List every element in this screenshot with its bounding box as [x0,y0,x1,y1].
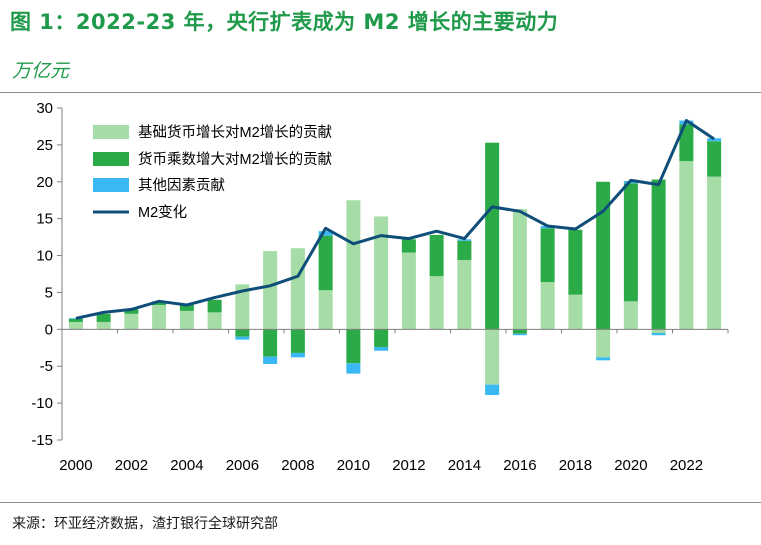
bar-base-money [179,310,194,330]
bar-base-money [207,312,222,330]
bar-base-money [623,301,638,330]
legend-label: 其他因素贡献 [138,177,225,194]
bar-base-money [485,329,500,385]
bar-multiplier [457,240,472,260]
bar-multiplier [429,234,444,277]
bar-multiplier [124,309,139,314]
bar-base-money [346,200,361,330]
y-tick-label: 30 [36,100,53,117]
x-tick-label: 2018 [559,457,592,474]
bar-other [235,336,250,340]
bar-base-money [235,284,250,330]
bar-base-money [568,294,583,330]
bar-other [596,357,611,361]
bar-multiplier [623,183,638,302]
x-tick-label: 2010 [337,457,370,474]
bar-base-money [401,252,416,330]
bar-base-money [290,248,305,330]
y-tick-label: 0 [45,321,53,338]
bar-multiplier [263,329,278,357]
bar-other [512,333,527,336]
y-tick-label: -5 [40,358,53,375]
legend-swatch [93,125,129,139]
y-tick-label: 15 [36,211,53,228]
bar-other [651,333,666,336]
x-tick-label: 2012 [392,457,425,474]
legend-swatch [93,178,129,192]
bar-multiplier [596,181,611,330]
source-note: 来源：环亚经济数据，渣打银行全球研究部 [12,516,278,532]
bar-other [707,138,722,142]
y-tick-label: -15 [31,432,53,449]
bar-multiplier [207,299,222,313]
bar-other [346,363,361,374]
bar-multiplier [346,329,361,364]
bar-base-money [651,329,666,334]
bar-multiplier [235,329,250,337]
top-divider [0,92,761,93]
bar-multiplier [540,228,555,283]
unit-label: 万亿元 [12,60,70,82]
bar-base-money [318,290,333,330]
bottom-divider [0,502,761,503]
y-tick-label: 20 [36,174,53,191]
bar-multiplier [152,302,167,305]
bar-multiplier [401,239,416,253]
x-tick-label: 2022 [670,457,703,474]
bar-base-money [457,259,472,330]
bar-multiplier [485,142,500,330]
x-tick-label: 2008 [281,457,314,474]
x-tick-label: 2014 [448,457,481,474]
bar-base-money [152,304,167,330]
x-tick-label: 2004 [170,457,203,474]
bar-other [318,231,333,236]
bar-other [374,347,389,351]
x-tick-label: 2000 [59,457,92,474]
bar-base-money [429,276,444,330]
chart-title: 图 1：2022-23 年，央行扩表成为 M2 增长的主要动力 [10,10,559,34]
bar-base-money [263,251,278,330]
bar-other [68,318,83,320]
bar-base-money [124,313,139,330]
y-tick-label: 5 [45,284,53,301]
bar-base-money [374,216,389,330]
bar-other [263,356,278,365]
bar-other [485,384,500,395]
bar-multiplier [68,319,83,322]
y-tick-label: 25 [36,137,53,154]
bar-multiplier [290,329,305,353]
bar-base-money [68,321,83,330]
legend-label: M2变化 [138,204,187,221]
bar-base-money [596,329,611,358]
bar-multiplier [179,304,194,311]
x-tick-label: 2020 [614,457,647,474]
y-tick-label: -10 [31,395,53,412]
bar-multiplier [96,313,111,322]
bar-multiplier [707,141,722,177]
bar-multiplier [568,229,583,295]
x-tick-label: 2016 [503,457,536,474]
bar-other [290,352,305,358]
bar-multiplier [512,329,527,334]
bar-base-money [679,161,694,330]
bar-base-money [707,176,722,330]
bar-base-money [540,282,555,330]
x-tick-label: 2002 [115,457,148,474]
bar-multiplier [651,179,666,330]
bar-multiplier [679,124,694,162]
bar-multiplier [318,235,333,291]
bar-multiplier [374,329,389,348]
legend-label: 货币乘数增大对M2增长的贡献 [138,151,332,168]
bar-base-money [512,209,527,330]
bar-base-money [96,321,111,330]
legend-label: 基础货币增长对M2增长的贡献 [138,124,332,141]
m2-change-line [75,119,715,320]
legend-swatch [93,152,129,166]
y-tick-label: 10 [36,248,53,265]
x-tick-label: 2006 [226,457,259,474]
